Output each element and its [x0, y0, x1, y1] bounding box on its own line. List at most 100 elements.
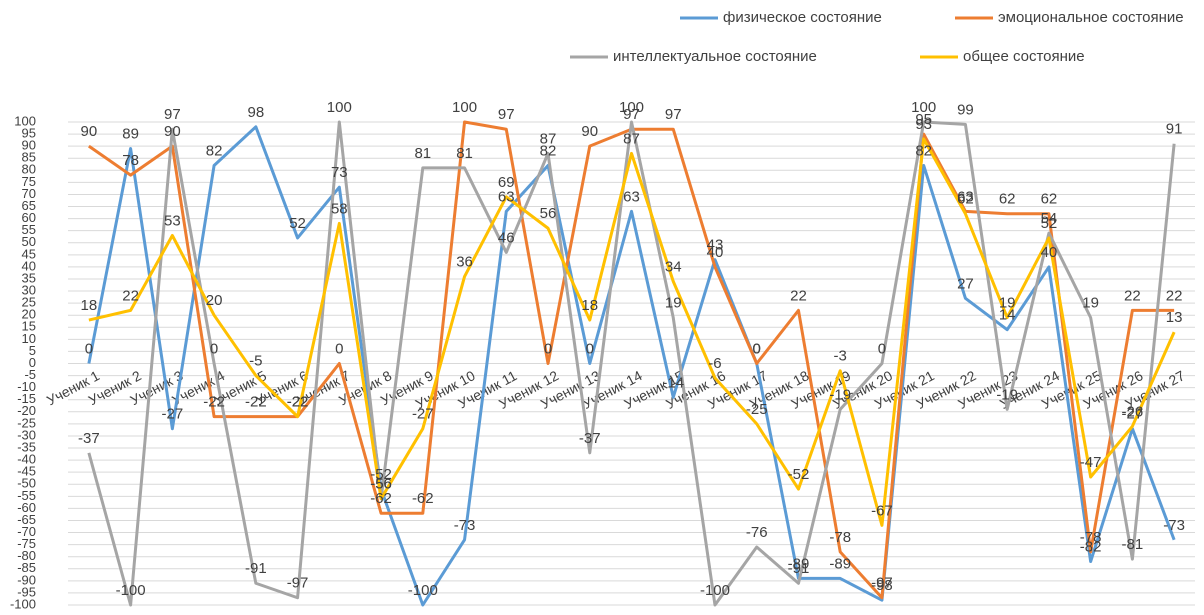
y-tick-label: 35	[22, 270, 36, 285]
data-label: -91	[788, 560, 810, 577]
y-tick-label: -15	[17, 391, 36, 406]
y-tick-label: -95	[17, 584, 36, 599]
data-label: 91	[1166, 121, 1183, 138]
y-tick-label: 20	[22, 307, 36, 322]
data-label: 62	[957, 191, 974, 208]
data-label: 0	[85, 340, 93, 357]
data-label: -52	[370, 466, 392, 483]
data-label: -56	[370, 476, 392, 493]
y-tick-label: 65	[22, 198, 36, 213]
data-label: 22	[790, 287, 807, 304]
y-tick-label: 50	[22, 234, 36, 249]
data-label: 0	[586, 340, 594, 357]
data-label: 14	[999, 307, 1016, 324]
y-tick-label: 75	[22, 174, 36, 189]
data-label: -47	[1080, 454, 1102, 471]
data-label: 97	[498, 106, 515, 123]
data-label: -22	[203, 394, 225, 411]
data-label: 20	[206, 292, 223, 309]
y-tick-label: -40	[17, 452, 36, 467]
data-label: -27	[412, 406, 434, 423]
y-tick-label: -55	[17, 488, 36, 503]
data-label: 56	[540, 205, 557, 222]
y-tick-label: -65	[17, 512, 36, 527]
y-tick-label: -90	[17, 572, 36, 587]
y-tick-label: 10	[22, 331, 36, 346]
legend-label: общее состояние	[963, 48, 1085, 65]
data-label: -89	[829, 555, 851, 572]
data-label: 22	[122, 287, 139, 304]
data-label: 81	[414, 145, 431, 162]
data-label: -37	[579, 430, 601, 447]
data-label: -62	[370, 490, 392, 507]
y-tick-label: -20	[17, 403, 36, 418]
data-label: -100	[116, 582, 146, 599]
data-label: 19	[1082, 295, 1099, 312]
data-label: -3	[834, 348, 847, 365]
y-tick-label: 15	[22, 319, 36, 334]
y-tick-label: -35	[17, 439, 36, 454]
data-label: -73	[454, 517, 476, 534]
data-label: 19	[999, 295, 1016, 312]
data-label: -25	[746, 401, 768, 418]
data-label: -22	[287, 394, 309, 411]
y-tick-label: -10	[17, 379, 36, 394]
data-label: 36	[456, 254, 473, 271]
y-tick-label: -85	[17, 560, 36, 575]
y-tick-label: 5	[29, 343, 36, 358]
data-label: 0	[878, 340, 886, 357]
data-label: 69	[498, 174, 515, 191]
data-label: 100	[619, 99, 644, 116]
y-tick-label: -80	[17, 548, 36, 563]
data-label: 97	[164, 106, 181, 123]
data-label: 82	[206, 142, 223, 159]
data-label: 34	[665, 258, 682, 275]
data-label: 100	[452, 99, 477, 116]
data-label: -27	[162, 406, 184, 423]
data-label: -62	[412, 490, 434, 507]
y-tick-label: -75	[17, 536, 36, 551]
data-label: 40	[707, 244, 724, 261]
data-label: -82	[1080, 538, 1102, 555]
data-label: 97	[665, 106, 682, 123]
data-label: -78	[829, 529, 851, 546]
y-tick-label: -5	[24, 367, 36, 382]
data-label: 90	[164, 123, 181, 140]
data-label: 90	[81, 123, 98, 140]
y-tick-label: 55	[22, 222, 36, 237]
data-label: -37	[78, 430, 100, 447]
data-label: -98	[871, 577, 893, 594]
data-label: -19	[996, 386, 1018, 403]
data-label: 52	[1041, 215, 1058, 232]
data-label: 82	[915, 142, 932, 159]
y-tick-label: 70	[22, 186, 36, 201]
y-tick-label: 40	[22, 258, 36, 273]
data-label: 62	[1041, 191, 1058, 208]
data-label: 89	[122, 126, 139, 143]
data-label: -78	[1080, 529, 1102, 546]
data-label: 0	[753, 340, 761, 357]
y-tick-label: -70	[17, 524, 36, 539]
legend-label: интеллектуальное состояние	[613, 48, 817, 65]
data-label: 0	[753, 340, 761, 357]
data-label: 46	[498, 229, 515, 246]
data-label: 97	[623, 106, 640, 123]
data-label: -56	[370, 476, 392, 493]
data-label: 52	[289, 215, 306, 232]
data-label: -22	[245, 394, 267, 411]
data-label: -22	[287, 394, 309, 411]
data-label: 62	[999, 191, 1016, 208]
data-label: -67	[871, 502, 893, 519]
data-label: 90	[581, 123, 598, 140]
series-line	[88, 137, 1176, 527]
data-label: 54	[1041, 210, 1058, 227]
y-tick-label: 90	[22, 138, 36, 153]
series-line	[87, 120, 1176, 607]
data-label: -91	[245, 560, 267, 577]
data-label: -81	[1122, 536, 1144, 553]
data-label: 40	[1041, 244, 1058, 261]
y-tick-label: -50	[17, 476, 36, 491]
y-tick-label: 0	[29, 355, 36, 370]
data-label: -27	[1122, 406, 1144, 423]
data-label: 100	[327, 99, 352, 116]
